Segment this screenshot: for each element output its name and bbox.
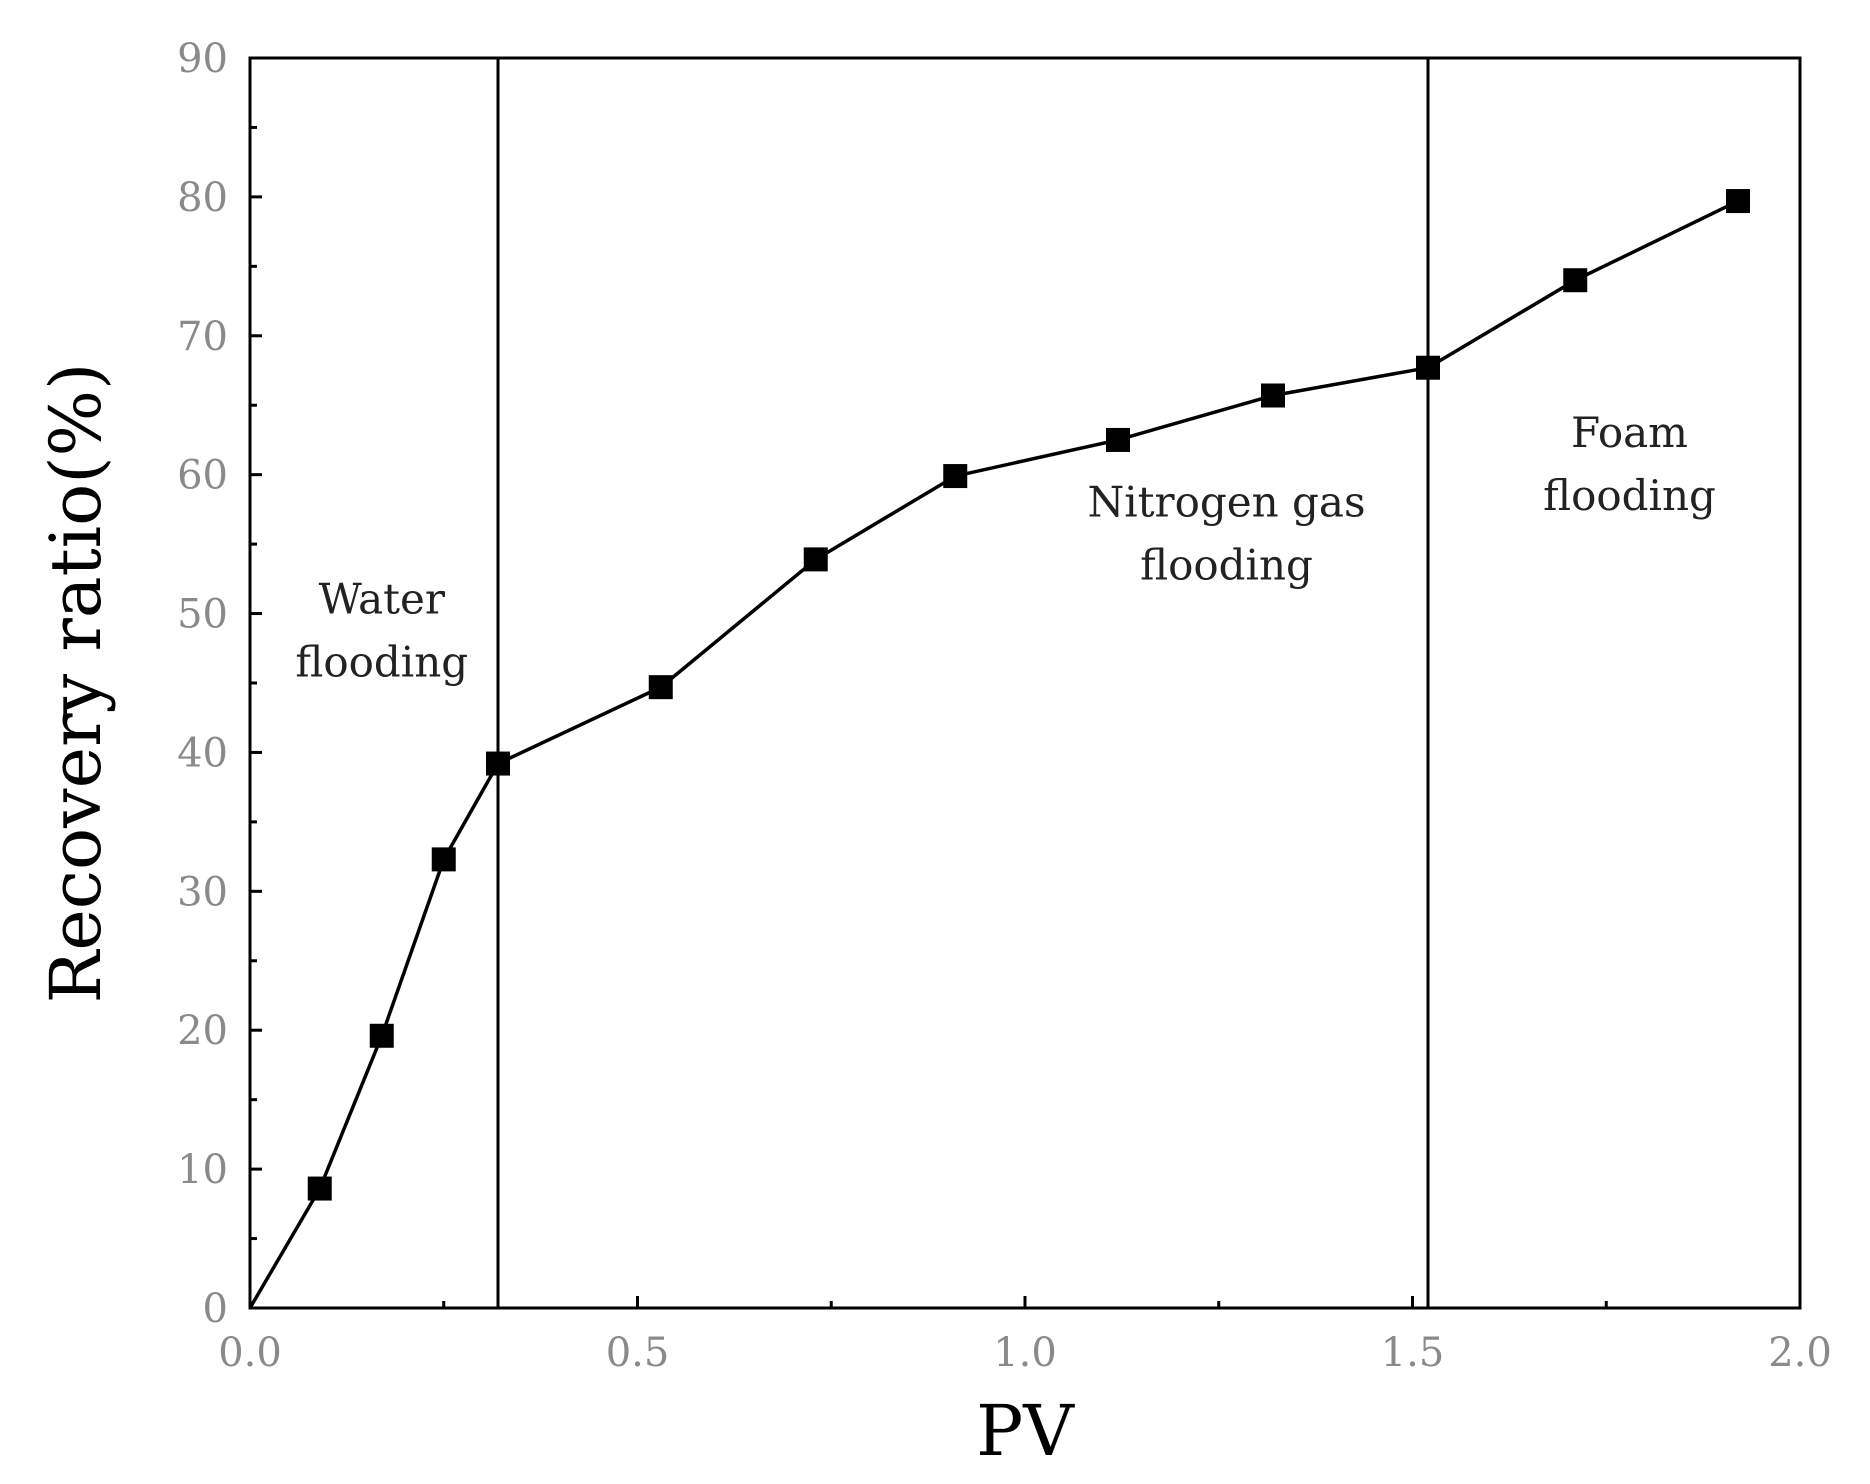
annotation-line: Foam xyxy=(1571,408,1688,457)
data-point-marker xyxy=(1261,383,1285,408)
annotation-line: flooding xyxy=(1140,540,1313,589)
phase-annotation: Foam flooding xyxy=(1543,408,1716,520)
x-tick-label: 0.5 xyxy=(606,1330,670,1376)
data-point-marker xyxy=(307,1176,332,1201)
x-axis-title: PV xyxy=(976,1390,1075,1472)
y-tick-label: 30 xyxy=(177,869,228,915)
y-tick-label: 70 xyxy=(177,314,228,360)
data-point-marker xyxy=(648,675,673,700)
data-point-marker xyxy=(1563,268,1588,293)
phase-dividers xyxy=(496,58,1430,1308)
y-tick-label: 10 xyxy=(177,1147,228,1193)
annotation-line: Nitrogen gas xyxy=(1087,477,1365,526)
y-tick-label: 80 xyxy=(177,175,228,221)
ticks-layer: 0 10 20 30 40 50 60 70 80 90 0.0 0.5 1.0 1.5 2.0 xyxy=(177,36,1832,1376)
phase-annotation: Water flooding xyxy=(295,575,468,687)
data-point-marker xyxy=(1726,189,1750,214)
data-point-marker xyxy=(943,464,968,489)
phase-annotation: Nitrogen gas flooding xyxy=(1087,477,1365,589)
data-point-marker xyxy=(431,847,456,872)
annotation-line: flooding xyxy=(1543,471,1716,520)
y-axis-title: Recovery ratio(%) xyxy=(35,363,117,1004)
y-tick-label: 40 xyxy=(177,730,228,776)
data-point-marker xyxy=(486,751,510,776)
y-tick-label: 50 xyxy=(177,592,228,638)
data-point-marker xyxy=(369,1023,394,1048)
y-tick-label: 0 xyxy=(203,1286,228,1332)
y-tick-label: 60 xyxy=(177,453,228,499)
data-point-marker xyxy=(1416,355,1440,380)
y-tick-label: 90 xyxy=(177,36,228,82)
y-tick-label: 20 xyxy=(177,1008,228,1054)
series-line xyxy=(248,199,1739,1309)
data-point-marker xyxy=(803,547,828,572)
x-tick-label: 1.5 xyxy=(1381,1330,1445,1376)
series-layer xyxy=(248,189,1750,1309)
x-tick-label: 1.0 xyxy=(993,1330,1057,1376)
plot-frame xyxy=(248,56,1802,1310)
annotation-line: flooding xyxy=(295,638,468,687)
x-tick-label: 0.0 xyxy=(218,1330,282,1376)
annotations: Water flooding Nitrogen gas flooding Foam flo… xyxy=(295,408,1716,687)
data-point-marker xyxy=(1106,427,1130,452)
annotation-line: Water xyxy=(319,575,446,624)
x-tick-label: 2.0 xyxy=(1768,1330,1832,1376)
